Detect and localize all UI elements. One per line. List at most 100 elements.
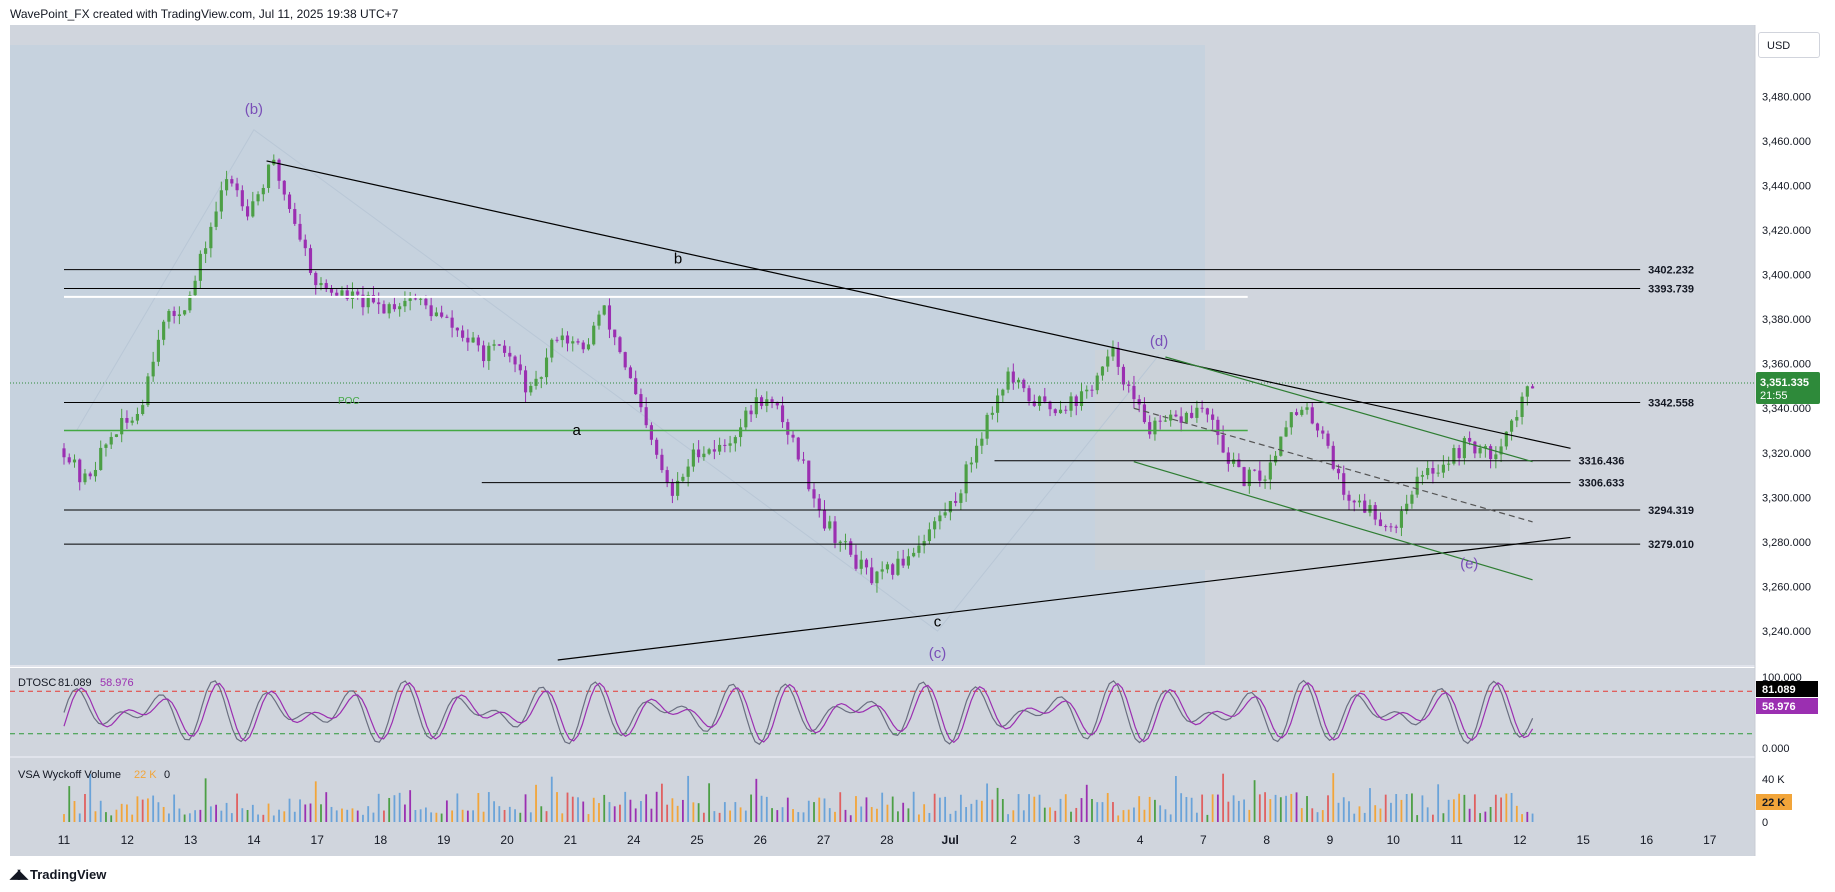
current-price-value: 3,351.335	[1760, 377, 1809, 389]
candle-body	[607, 305, 612, 330]
candle-body	[177, 314, 181, 317]
volume-bar	[634, 808, 637, 822]
volume-bar	[309, 803, 312, 822]
volume-bar	[986, 783, 988, 822]
candle-body	[1074, 396, 1078, 407]
candle-body	[156, 339, 160, 362]
candle-body	[303, 239, 307, 249]
price-tick-label: 3,460.000	[1762, 136, 1811, 148]
candle-body	[739, 427, 743, 438]
dtosc-badge-2-value: 58.976	[1762, 701, 1796, 713]
volume-bar	[278, 809, 280, 822]
wave-label: a	[573, 422, 582, 439]
volume-bar	[461, 809, 464, 822]
candle-body	[676, 480, 680, 496]
price-tick-label: 3,260.000	[1762, 581, 1811, 593]
volume-bar	[1169, 814, 1172, 822]
volume-bar	[608, 802, 611, 822]
candle-body	[1100, 366, 1105, 376]
price-tick-label: 3,300.000	[1762, 492, 1811, 504]
volume-bar	[141, 799, 144, 822]
volume-bar	[1080, 798, 1083, 822]
volume-bar	[482, 811, 485, 822]
candle-body	[1190, 412, 1194, 418]
candle-body	[1137, 399, 1141, 405]
volume-bar	[1416, 815, 1419, 822]
volume-bar	[1022, 810, 1025, 822]
volume-bar	[881, 792, 884, 822]
volume-bar	[944, 796, 947, 822]
candle-body	[261, 187, 265, 195]
time-tick-label: Jul	[942, 833, 959, 847]
time-axis[interactable]: 11 12 13 14 17 18 19 20 21 24 25 26 27 28 Jul 2 3 4 7 8 9 10 1…	[58, 833, 1717, 847]
time-tick-label: 19	[437, 833, 451, 847]
candle-body	[1121, 366, 1126, 385]
price-axis[interactable]: 3,480.000 3,460.000 3,440.000 3,420.000 3,40…	[1762, 91, 1811, 638]
volume-bar	[152, 795, 155, 822]
currency-button[interactable]: USD	[1758, 32, 1820, 58]
volume-bar	[1521, 814, 1523, 822]
candle-body	[434, 312, 438, 317]
volume-bar	[781, 807, 784, 822]
volume-badge-value: 22 K	[1762, 797, 1785, 809]
volume-bar	[1122, 810, 1125, 822]
volume-bar	[1227, 801, 1230, 822]
volume-bar	[445, 800, 448, 822]
volume-bar	[1437, 784, 1440, 822]
time-tick-label: 12	[121, 833, 135, 847]
candle-body	[424, 298, 428, 306]
candle-body	[550, 339, 554, 358]
volume-bar	[351, 808, 354, 822]
candle-body	[990, 412, 994, 415]
candle-body	[544, 357, 549, 378]
time-tick-label: 11	[58, 833, 71, 847]
time-tick-label: 14	[247, 833, 261, 847]
volume-bar	[1447, 799, 1450, 822]
candle-body	[744, 410, 748, 428]
candle-body	[555, 339, 559, 341]
candle-body	[1090, 389, 1094, 391]
volume-bar	[676, 805, 679, 822]
time-tick-label: 24	[627, 833, 641, 847]
volume-bar	[1468, 808, 1471, 822]
candle-body	[628, 367, 633, 379]
volume-bar	[1295, 792, 1298, 822]
candle-body	[1247, 469, 1251, 487]
candle-body	[1211, 414, 1215, 420]
volume-bar	[1038, 794, 1041, 822]
candle-body	[1242, 467, 1246, 487]
candle-body	[1520, 396, 1524, 417]
candle-body	[282, 180, 286, 195]
candle-body	[1284, 427, 1288, 437]
volume-bar	[188, 813, 191, 822]
volume-tick-label: 40 K	[1762, 774, 1785, 786]
volume-bar	[980, 800, 983, 822]
time-tick-label: 25	[690, 833, 704, 847]
volume-tick-label: 0	[1762, 817, 1768, 829]
candle-body	[214, 211, 218, 227]
volume-bar	[729, 810, 731, 822]
volume-bar	[477, 793, 480, 822]
candle-body	[917, 545, 921, 553]
candle-body	[345, 290, 349, 299]
volume-bar	[199, 809, 202, 822]
volume-bar	[487, 792, 490, 822]
volume-bar	[1248, 809, 1251, 822]
volume-bar	[1400, 799, 1403, 822]
volume-bar	[661, 783, 663, 822]
time-tick-label: 12	[1513, 833, 1527, 847]
volume-bar	[325, 792, 328, 822]
candle-body	[513, 356, 517, 365]
candle-body	[287, 194, 292, 210]
candle-body	[649, 425, 653, 440]
time-tick-label: 18	[374, 833, 388, 847]
volume-bar	[1075, 807, 1078, 822]
level-label: 3393.739	[1648, 284, 1694, 296]
candle-body	[1169, 414, 1173, 421]
wave-label: (d)	[1150, 333, 1168, 350]
volume-bar	[1363, 812, 1366, 822]
candle-body	[854, 554, 858, 569]
tradingview-logo[interactable]: ◢◣ TradingView	[10, 866, 106, 882]
candle-body	[1221, 435, 1225, 453]
